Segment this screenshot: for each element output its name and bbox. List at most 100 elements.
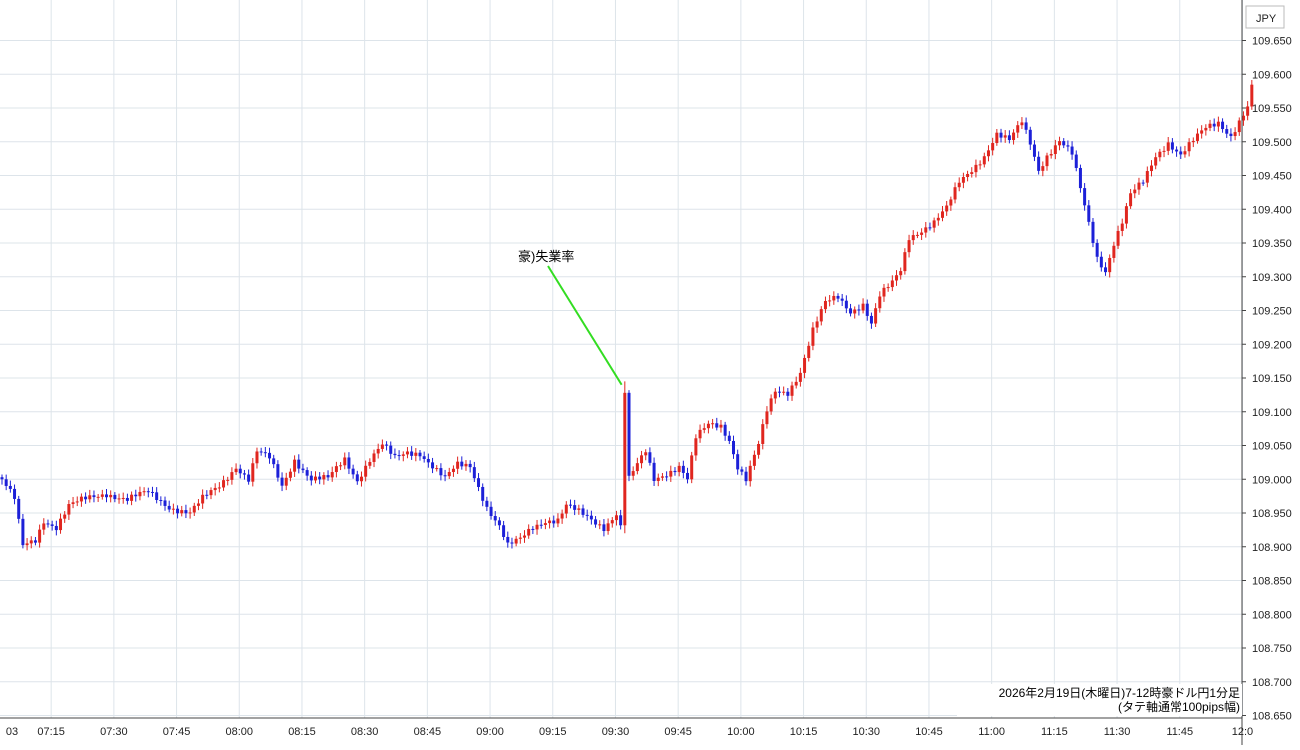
candle-up [899,271,903,276]
candle-up [1041,166,1045,171]
candle-up [702,428,706,430]
candle-up [372,453,376,462]
candle-up [828,300,832,302]
candle-up [1053,145,1057,155]
candle-up [623,392,627,526]
candle-up [209,490,213,496]
candle-down [477,478,481,487]
candle-down [493,515,497,521]
candle-down [272,458,276,465]
candle-up [631,471,635,476]
candle-down [17,498,21,519]
candle-down [1095,242,1099,257]
candle-up [543,523,547,525]
candle-up [560,513,564,519]
candle-down [1024,122,1028,130]
candle-down [385,444,389,446]
candle-down [489,506,493,516]
candle-down [844,300,848,309]
candle-down [318,476,322,480]
y-tick-label: 108.800 [1252,609,1292,621]
candle-up [447,472,451,477]
candle-up [966,173,970,178]
candle-down [460,461,464,467]
candle-up [761,424,765,444]
candle-down [485,500,489,507]
candle-up [368,461,372,466]
x-tick-label: 11:00 [978,726,1005,738]
y-tick-label: 109.250 [1252,306,1292,318]
candle-up [1145,171,1149,183]
candle-down [205,494,209,496]
candle-down [1221,121,1225,130]
candle-down [627,392,631,476]
candle-down [665,476,669,478]
candle-down [648,452,652,463]
candle-up [606,523,610,532]
y-tick-label: 109.450 [1252,171,1292,183]
chart-caption: 2026年2月19日(木曜日)7-12時豪ドル円1分足 (タテ軸通常100pip… [957,684,1242,716]
candle-down [125,497,129,501]
candle-up [961,177,965,183]
candle-down [393,453,397,456]
candle-down [247,474,251,482]
candle-up [1116,230,1120,246]
candle-up [790,385,794,396]
candle-up [974,164,978,173]
gridlines [0,0,1243,718]
candle-up [861,303,865,311]
candle-up [63,514,67,519]
candle-up [577,508,581,510]
candle-up [769,398,773,412]
candle-down [263,452,267,454]
candle-down [736,454,740,470]
event-annotation: 豪)失業率 [518,249,623,386]
candle-up [1120,223,1124,231]
candle-down [510,542,514,544]
candle-up [1216,121,1220,127]
x-tick-label: 07:30 [100,726,128,738]
candle-down [869,315,873,324]
candle-down [857,309,861,311]
y-tick-label: 109.400 [1252,204,1292,216]
candle-up [322,475,326,480]
annotation-label: 豪)失業率 [518,249,574,264]
candle-down [238,468,242,474]
candle-up [924,227,928,233]
candle-up [811,327,815,346]
candle-down [1179,151,1183,155]
x-tick-label: 10:30 [852,726,880,738]
candle-down [681,465,685,473]
candle-down [836,295,840,299]
candle-up [25,543,29,546]
candle-up [886,287,890,289]
candle-down [426,458,430,463]
candle-down [1066,145,1070,147]
candle-down [539,524,543,526]
x-tick-label: 09:45 [664,726,692,738]
candle-up [188,512,192,514]
candle-up [1195,133,1199,141]
candle-up [523,535,526,538]
candle-up [343,457,347,466]
x-tick-label: 08:15 [288,726,316,738]
x-tick-label: 07:45 [163,726,191,738]
candle-up [1233,132,1237,137]
candle-up [782,391,786,393]
candle-up [405,451,409,455]
y-tick-label: 109.150 [1252,373,1292,385]
candle-down [1175,149,1179,152]
candle-up [903,252,907,272]
y-tick-label: 108.700 [1252,677,1292,689]
candle-up [527,528,531,536]
candle-up [970,172,974,174]
candle-up [832,295,836,301]
candle-down [410,451,414,456]
candle-up [180,510,184,514]
candle-up [978,164,982,166]
y-tick-label: 109.300 [1252,272,1292,284]
y-tick-label: 109.550 [1252,103,1292,115]
candle-up [635,463,639,472]
candle-down [840,298,844,301]
candle-up [656,477,660,481]
